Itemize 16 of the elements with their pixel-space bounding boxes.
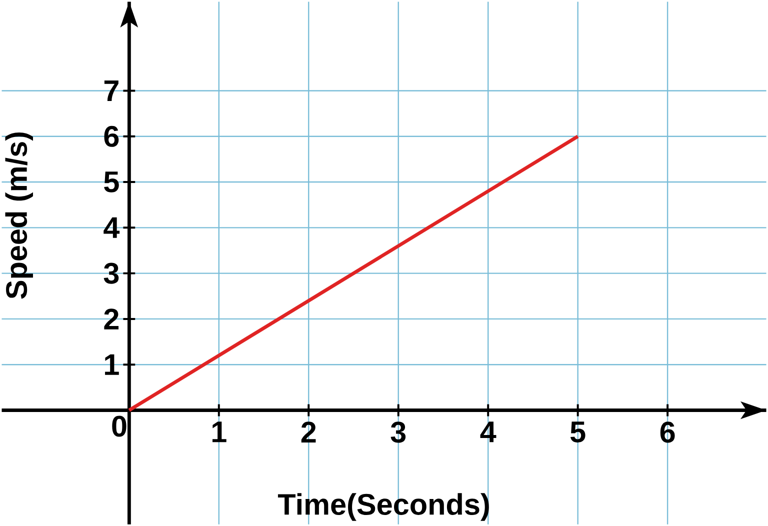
x-tick-label: 1: [212, 422, 226, 442]
y-tick-label: 6: [104, 126, 119, 147]
x-tick-label: 3: [390, 422, 406, 443]
x-axis-title: Time(Seconds): [278, 493, 489, 521]
y-tick-label: 5: [104, 172, 119, 192]
y-axis-title: Speed (m/s): [5, 132, 33, 299]
y-tick-label: 4: [104, 217, 120, 238]
y-tick-label: 1: [105, 354, 119, 375]
x-tick-label: 2: [301, 422, 316, 442]
y-tick-label: 2: [104, 308, 119, 330]
x-tick-label: 6: [660, 422, 675, 443]
x-tick-label: 5: [570, 422, 586, 442]
x-tick-label: 4: [480, 422, 496, 442]
y-tick-label: 3: [104, 262, 119, 284]
y-tick-label: 7: [104, 80, 118, 101]
x-tick-label: 0: [112, 416, 126, 437]
